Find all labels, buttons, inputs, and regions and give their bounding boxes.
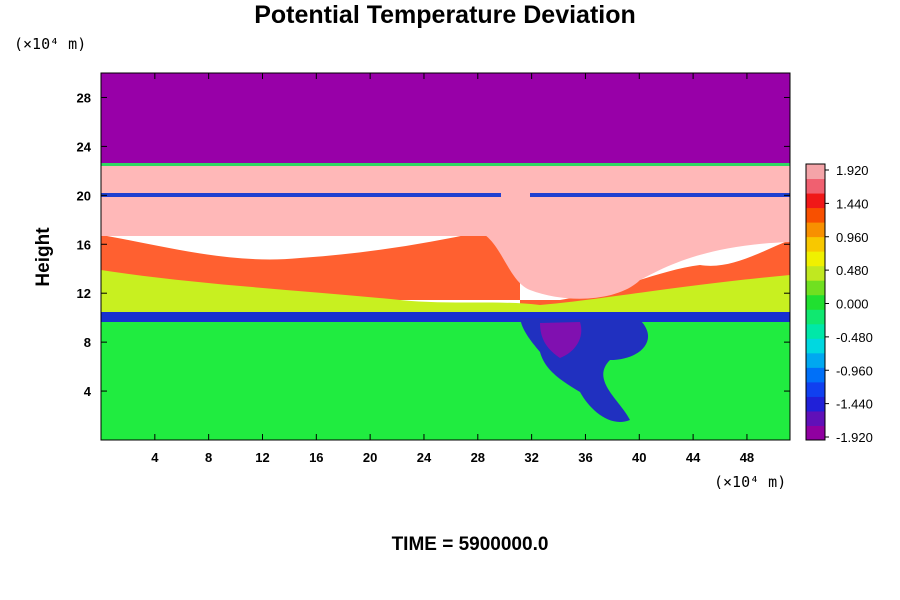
colorbar-tick-label: -0.960: [836, 363, 873, 378]
field-lower-layer: [101, 320, 790, 440]
field-top-layer: [101, 73, 790, 164]
x-tick-label: 4: [151, 450, 159, 465]
field-upper-layer: [101, 164, 790, 236]
colorbar-tick-label: 0.480: [836, 263, 869, 278]
colorbar-swatch: [806, 323, 825, 339]
x-tick-label: 28: [471, 450, 485, 465]
colorbar-labels: 1.920 1.440 0.960 0.480 0.000 -0.480 -0.960 -1.…: [825, 163, 873, 445]
colorbar-tick-label: -1.440: [836, 397, 873, 412]
x-tick-label: 12: [255, 450, 269, 465]
colorbar-tick-label: -1.920: [836, 430, 873, 445]
field-warm-dome: [470, 230, 790, 299]
x-tick-label: 24: [417, 450, 432, 465]
x-tick-label: 20: [363, 450, 377, 465]
plot-frame: [100, 72, 791, 441]
colorbar-swatch: [806, 352, 825, 368]
colorbar-tick-label: 1.440: [836, 196, 869, 211]
x-axis: 4 8 12 16 20 24 28 32 36 40 44 48: [151, 73, 754, 465]
field-band-20: [101, 193, 501, 197]
colorbar: [805, 163, 826, 441]
colorbar-swatch: [806, 236, 825, 252]
y-tick-label: 20: [77, 188, 91, 203]
colorbar-swatch: [806, 207, 825, 223]
colorbar-swatch: [806, 193, 825, 209]
x-unit-label: (×10⁴ m): [714, 473, 786, 491]
colorbar-swatch: [806, 338, 825, 354]
x-tick-label: 8: [205, 450, 212, 465]
y-unit-label: (×10⁴ m): [14, 35, 86, 53]
field-band-20-east: [530, 193, 790, 197]
colorbar-swatch: [806, 178, 825, 194]
y-tick-label: 24: [77, 139, 92, 154]
colorbar-swatch: [806, 222, 825, 238]
plot-area: [101, 73, 790, 440]
x-tick-label: 36: [578, 450, 592, 465]
colorbar-swatch: [806, 265, 825, 281]
y-tick-label: 12: [77, 286, 91, 301]
y-tick-label: 16: [77, 237, 91, 252]
colorbar-swatch: [806, 396, 825, 412]
colorbar-swatch: [806, 381, 825, 397]
colorbar-tick-label: 1.920: [836, 163, 869, 178]
field-yellow-green-band: [101, 270, 790, 318]
y-axis: 4 8 12 16 20 24 28: [77, 90, 790, 399]
time-label: TIME = 5900000.0: [392, 534, 549, 555]
field-cold-core: [540, 322, 582, 358]
colorbar-swatch: [806, 280, 825, 296]
colorbar-swatch: [806, 164, 825, 180]
x-tick-label: 16: [309, 450, 323, 465]
colorbar-swatch: [806, 425, 825, 441]
x-tick-label: 32: [524, 450, 538, 465]
y-tick-label: 8: [84, 335, 91, 350]
colorbar-tick-label: -0.480: [836, 330, 873, 345]
colorbar-swatch: [806, 251, 825, 267]
colorbar-swatch: [806, 294, 825, 310]
colorbar-swatch: [806, 410, 825, 426]
colorbar-tick-label: 0.000: [836, 297, 869, 312]
y-tick-label: 4: [84, 384, 92, 399]
colorbar-frame: [805, 163, 826, 441]
field-cold-front: [101, 312, 790, 322]
y-axis-label: Height: [33, 227, 54, 287]
colorbar-swatch: [806, 309, 825, 325]
y-tick-label: 28: [77, 90, 91, 105]
colorbar-swatch: [806, 367, 825, 383]
colorbar-tick-label: 0.960: [836, 230, 869, 245]
x-tick-label: 40: [632, 450, 646, 465]
x-tick-label: 44: [686, 450, 701, 465]
chart-title: Potential Temperature Deviation: [254, 1, 636, 29]
x-tick-label: 48: [740, 450, 754, 465]
field-tropopause-line: [101, 163, 790, 166]
